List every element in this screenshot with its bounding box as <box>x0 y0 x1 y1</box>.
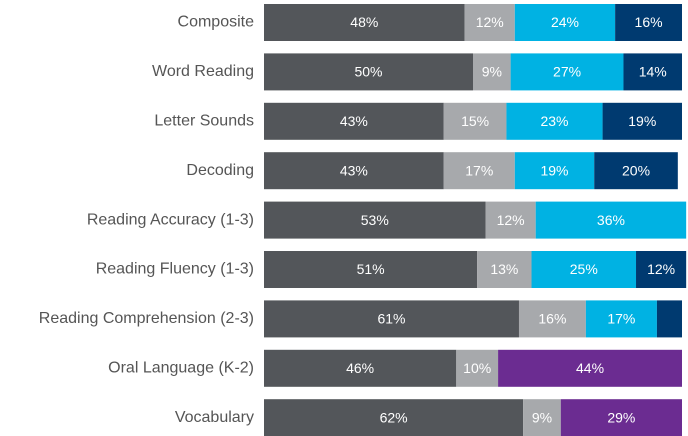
bar-segment <box>535 201 687 239</box>
value-label: 43% <box>340 113 368 129</box>
value-label: 27% <box>553 64 581 80</box>
value-label: 16% <box>538 311 566 327</box>
bar-segment <box>506 102 603 140</box>
value-label: 14% <box>639 64 667 80</box>
bar-segment <box>443 152 515 190</box>
bar-segment <box>264 251 478 288</box>
bar-segment <box>514 4 616 41</box>
bar-segment <box>264 300 519 338</box>
value-label: 48% <box>350 14 378 30</box>
value-label: 20% <box>622 162 650 178</box>
value-label: 15% <box>461 113 489 129</box>
category-label: Word Reading <box>152 63 254 80</box>
bar-segment <box>443 102 507 140</box>
value-label: 12% <box>476 14 504 30</box>
bar-segment <box>523 399 561 436</box>
value-label: 23% <box>540 113 568 129</box>
value-label: 9% <box>532 409 552 425</box>
value-label: 46% <box>346 360 374 376</box>
value-label: 44% <box>576 360 604 376</box>
value-label: 51% <box>357 261 385 277</box>
bar-segment <box>264 349 457 387</box>
category-label: Letter Sounds <box>154 113 254 130</box>
bar-segment <box>498 349 682 387</box>
value-label: 17% <box>465 162 493 178</box>
category-label: Reading Comprehension (2-3) <box>39 310 254 327</box>
value-label: 50% <box>354 64 382 80</box>
value-label: 29% <box>607 409 635 425</box>
bar-segment <box>615 4 682 41</box>
value-label: 16% <box>635 14 663 30</box>
value-label: 17% <box>607 311 635 327</box>
bar-segment <box>264 53 473 91</box>
category-label: Vocabulary <box>175 409 254 426</box>
bar-segment <box>473 53 511 91</box>
bar-segment <box>602 102 682 140</box>
bar-segment <box>560 399 682 436</box>
value-label: 53% <box>361 212 389 228</box>
bar-segment <box>485 201 536 239</box>
bar-segment <box>456 349 499 387</box>
category-label: Reading Fluency (1-3) <box>96 261 254 278</box>
bar-segment <box>636 251 687 288</box>
value-label: 36% <box>597 212 625 228</box>
value-label: 12% <box>497 212 525 228</box>
bar-segment <box>518 300 586 338</box>
bar-segment <box>594 152 678 190</box>
bar-segment <box>514 152 595 190</box>
value-label: 25% <box>570 261 598 277</box>
bar-segment <box>531 251 637 288</box>
bar-segment <box>264 102 444 140</box>
value-label: 62% <box>380 409 408 425</box>
bar-segment <box>264 152 444 190</box>
value-label: 13% <box>490 261 518 277</box>
bar-segment <box>585 300 657 338</box>
value-label: 43% <box>340 162 368 178</box>
bar-segment <box>264 399 524 436</box>
bar-segment <box>656 300 682 338</box>
value-label: 61% <box>377 311 405 327</box>
value-label: 12% <box>647 261 675 277</box>
value-label: 9% <box>482 64 502 80</box>
bar-segment <box>477 251 532 288</box>
bar-segment <box>623 53 682 91</box>
bar-segment <box>510 53 624 91</box>
value-label: 19% <box>540 162 568 178</box>
bar-segment <box>264 4 465 41</box>
bar-segment <box>264 201 486 239</box>
category-label: Oral Language (K-2) <box>108 360 254 377</box>
category-label: Composite <box>178 14 255 31</box>
category-label: Reading Accuracy (1-3) <box>87 211 254 228</box>
category-label: Decoding <box>186 162 254 179</box>
value-label: 24% <box>551 14 579 30</box>
value-label: 19% <box>628 113 656 129</box>
value-label: 10% <box>463 360 491 376</box>
bar-segment <box>464 4 515 41</box>
